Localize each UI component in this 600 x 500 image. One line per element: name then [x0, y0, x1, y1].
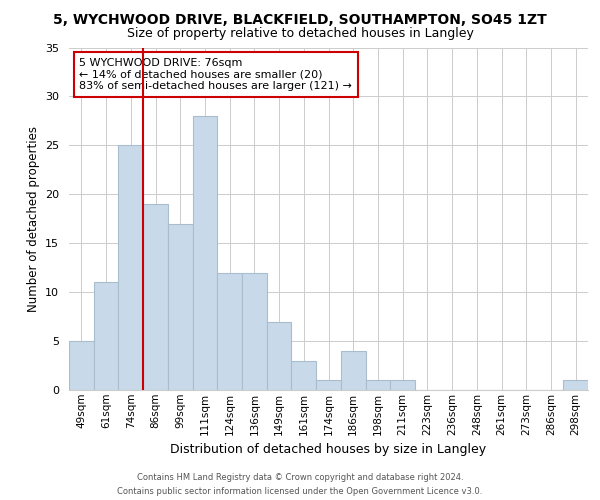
Bar	[316, 380, 341, 390]
Bar	[390, 380, 415, 390]
Bar	[563, 380, 588, 390]
Bar	[267, 322, 292, 390]
Bar	[193, 116, 217, 390]
Bar	[242, 272, 267, 390]
Bar	[94, 282, 118, 390]
Y-axis label: Number of detached properties: Number of detached properties	[26, 126, 40, 312]
Bar	[168, 224, 193, 390]
Text: 5, WYCHWOOD DRIVE, BLACKFIELD, SOUTHAMPTON, SO45 1ZT: 5, WYCHWOOD DRIVE, BLACKFIELD, SOUTHAMPT…	[53, 12, 547, 26]
Bar	[341, 351, 365, 390]
X-axis label: Distribution of detached houses by size in Langley: Distribution of detached houses by size …	[170, 443, 487, 456]
Text: Contains public sector information licensed under the Open Government Licence v3: Contains public sector information licen…	[118, 488, 482, 496]
Bar	[143, 204, 168, 390]
Bar	[69, 341, 94, 390]
Text: Size of property relative to detached houses in Langley: Size of property relative to detached ho…	[127, 28, 473, 40]
Bar	[217, 272, 242, 390]
Bar	[292, 360, 316, 390]
Text: Contains HM Land Registry data © Crown copyright and database right 2024.: Contains HM Land Registry data © Crown c…	[137, 472, 463, 482]
Bar	[365, 380, 390, 390]
Bar	[118, 146, 143, 390]
Text: 5 WYCHWOOD DRIVE: 76sqm
← 14% of detached houses are smaller (20)
83% of semi-de: 5 WYCHWOOD DRIVE: 76sqm ← 14% of detache…	[79, 58, 352, 91]
